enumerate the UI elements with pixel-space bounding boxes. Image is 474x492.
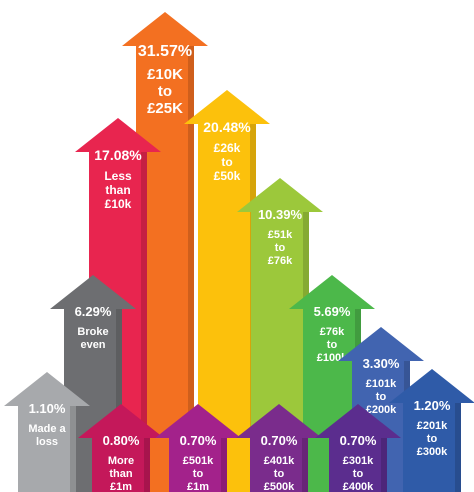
arrow-shape	[389, 369, 474, 492]
value-label: 31.57%	[138, 43, 192, 60]
arrow-shape	[184, 90, 270, 492]
category-label: £10K	[147, 66, 183, 83]
category-label: £10k	[105, 197, 132, 211]
category-label: to	[376, 391, 387, 403]
category-label: £501k	[183, 455, 214, 467]
category-label: £400k	[343, 481, 374, 492]
category-label: £51k	[268, 229, 293, 241]
arrow-shade	[144, 438, 150, 492]
value-label: 17.08%	[94, 147, 142, 163]
category-label: £1m	[110, 481, 132, 492]
category-label: £76k	[320, 326, 345, 338]
arrow-shape	[315, 404, 401, 492]
category-label: £26k	[214, 141, 241, 155]
category-label: loss	[36, 436, 58, 448]
arrow-shade	[116, 309, 122, 492]
value-label: 0.80%	[103, 433, 140, 448]
value-label: 6.29%	[75, 304, 112, 319]
arrow-shade	[188, 46, 194, 492]
category-label: £1m	[187, 481, 209, 492]
value-label: 0.70%	[180, 433, 217, 448]
category-label: £50k	[214, 169, 241, 183]
category-label: Less	[104, 169, 132, 183]
category-label: to	[327, 339, 338, 351]
arrow-shape	[78, 404, 164, 492]
category-label: £200k	[366, 404, 397, 416]
value-label: 0.70%	[261, 433, 298, 448]
category-label: £401k	[264, 455, 295, 467]
arrow-shape	[155, 404, 241, 492]
value-label: 10.39%	[258, 207, 303, 222]
category-label: than	[109, 468, 133, 480]
category-label: £76k	[268, 255, 293, 267]
category-label: £500k	[264, 481, 295, 492]
value-label: 3.30%	[363, 356, 400, 371]
category-label: £201k	[417, 420, 448, 432]
category-label: £301k	[343, 455, 374, 467]
category-label: £300k	[417, 446, 448, 458]
category-label: More	[108, 455, 134, 467]
value-label: 20.48%	[203, 119, 251, 135]
value-label: 0.70%	[340, 433, 377, 448]
category-label: £25K	[147, 100, 183, 117]
category-label: to	[275, 242, 286, 254]
value-label: 1.20%	[414, 398, 451, 413]
category-label: to	[274, 468, 285, 480]
value-label: 1.10%	[29, 401, 66, 416]
arrow-shade	[302, 438, 308, 492]
category-label: to	[221, 155, 232, 169]
arrow-shape	[237, 178, 323, 492]
category-label: Made a	[28, 423, 66, 435]
category-label: Broke	[77, 326, 108, 338]
category-label: even	[80, 339, 105, 351]
category-label: to	[158, 83, 172, 100]
arrow-shape	[236, 404, 322, 492]
category-label: to	[427, 433, 438, 445]
arrow-shade	[141, 152, 147, 492]
arrow-shade	[70, 406, 76, 492]
arrow-shape	[4, 372, 90, 492]
value-label: 5.69%	[314, 304, 351, 319]
arrow-shade	[381, 438, 387, 492]
arrow-shade	[221, 438, 227, 492]
category-label: to	[193, 468, 204, 480]
category-label: to	[353, 468, 364, 480]
category-label: than	[105, 183, 130, 197]
category-label: £101k	[366, 378, 397, 390]
arrow-shade	[455, 403, 461, 492]
